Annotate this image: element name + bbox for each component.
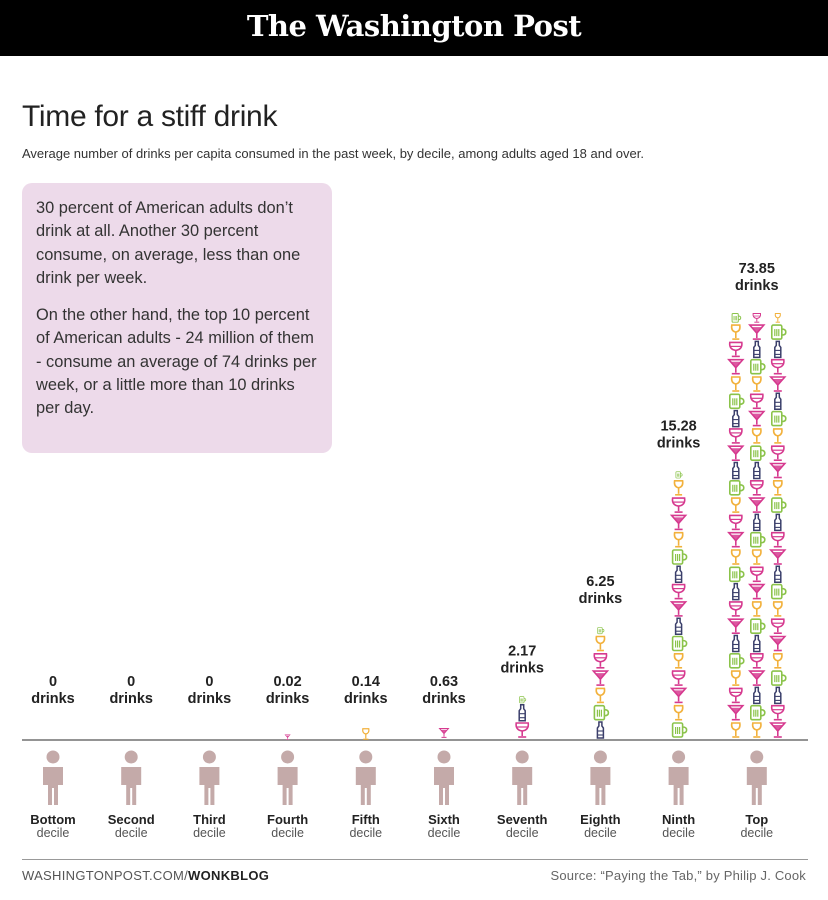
unit-label-bottom: drinks [31, 691, 75, 707]
unit-label-seventh: drinks [500, 660, 544, 676]
category-label-fourth: Fourth [267, 812, 308, 827]
annotation-paragraph-1: 30 percent of American adults don’t drin… [36, 199, 301, 287]
unit-label-fifth: drinks [344, 691, 388, 707]
person-icon [355, 750, 376, 805]
masthead-logo: The Washington Post [246, 9, 582, 43]
bar-seventh [515, 696, 530, 738]
value-label-bottom: 0 [49, 674, 57, 690]
bar-fourth [284, 734, 291, 740]
unit-label-top: drinks [735, 278, 779, 294]
category-label-eighth: Eighth [580, 812, 620, 827]
footer-section: WONKBLOG [188, 868, 270, 883]
value-label-seventh: 2.17 [508, 643, 536, 659]
category-sublabel: decile [349, 826, 382, 840]
category-sublabel: decile [428, 826, 461, 840]
category-label-second: Second [108, 812, 155, 827]
category-sublabel: decile [37, 826, 70, 840]
person-icon [43, 750, 63, 805]
category-sublabel: decile [740, 826, 773, 840]
bar-fifth [362, 728, 370, 740]
value-label-eighth: 6.25 [586, 574, 614, 590]
category-sublabel: decile [271, 826, 304, 840]
category-label-third: Third [193, 812, 226, 827]
person-icon [512, 750, 533, 805]
unit-label-eighth: drinks [579, 591, 623, 607]
value-label-sixth: 0.63 [430, 674, 458, 690]
unit-label-third: drinks [188, 691, 232, 707]
person-icon [746, 750, 767, 805]
category-label-fifth: Fifth [352, 812, 380, 827]
bar-eighth [591, 627, 610, 739]
category-label-ninth: Ninth [662, 812, 695, 827]
value-label-top: 73.85 [739, 261, 775, 277]
unit-label-ninth: drinks [657, 436, 701, 452]
person-icon [434, 750, 454, 805]
value-label-second: 0 [127, 674, 135, 690]
category-sublabel: decile [662, 826, 695, 840]
category-label-sixth: Sixth [428, 812, 460, 827]
value-label-fifth: 0.14 [352, 674, 380, 690]
annotation-paragraph-2: On the other hand, the top 10 percent of… [36, 306, 317, 418]
category-sublabel: decile [115, 826, 148, 840]
category-label-seventh: Seventh [497, 812, 548, 827]
masthead: The Washington Post [0, 0, 828, 56]
footer-site: WASHINGTONPOST.COM/ [22, 868, 189, 883]
category-label-bottom: Bottom [30, 812, 76, 827]
bar-ninth [669, 471, 688, 738]
bar-sixth [438, 728, 450, 738]
person-icon [277, 750, 298, 805]
annotation-box: 30 percent of American adults don’t drin… [22, 183, 332, 453]
unit-label-fourth: drinks [266, 691, 310, 707]
person-icon [199, 750, 220, 805]
drinks-chart: 0drinksBottomdecile0drinksSeconddecile0d… [22, 261, 808, 840]
footer-source: Source: “Paying the Tab,” by Philip J. C… [550, 868, 806, 883]
unit-label-sixth: drinks [422, 691, 466, 707]
person-icon [590, 750, 611, 805]
page-subtitle: Average number of drinks per capita cons… [22, 146, 644, 161]
footer-credit[interactable]: WASHINGTONPOST.COM/WONKBLOG [22, 868, 269, 883]
bar-top [727, 313, 787, 738]
value-label-fourth: 0.02 [273, 674, 301, 690]
unit-label-second: drinks [109, 691, 153, 707]
page-title: Time for a stiff drink [22, 100, 278, 133]
category-sublabel: decile [193, 826, 226, 840]
person-icon [668, 750, 689, 805]
category-label-top: Top [745, 812, 768, 827]
category-sublabel: decile [506, 826, 539, 840]
category-sublabel: decile [584, 826, 617, 840]
value-label-third: 0 [205, 674, 213, 690]
value-label-ninth: 15.28 [660, 419, 696, 435]
footer-divider [22, 859, 808, 860]
person-icon [121, 750, 142, 805]
